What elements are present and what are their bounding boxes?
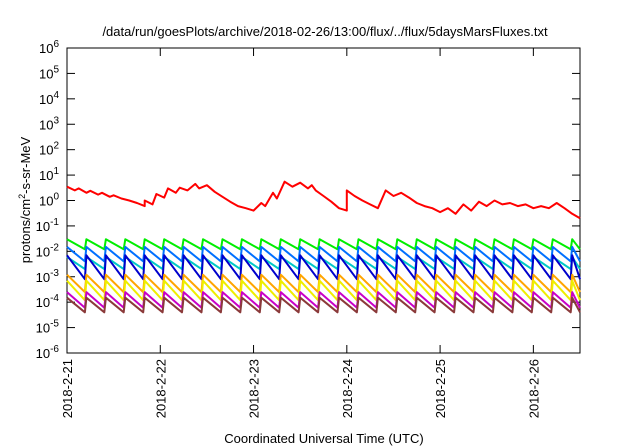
y-tick-label: 10-1 <box>36 217 60 234</box>
y-tick-label: 10-3 <box>36 268 60 285</box>
series-line-7 <box>66 279 581 302</box>
x-tick-label: 2018-2-24 <box>340 359 355 418</box>
series-line-2 <box>66 238 581 251</box>
y-tick-label: 102 <box>39 141 59 158</box>
x-axis: 2018-2-21 2018-2-22 2018-2-23 2018-2-24 2018… <box>60 48 541 418</box>
y-tick-label: 106 <box>39 39 59 56</box>
x-tick-label: 2018-2-22 <box>153 359 168 418</box>
series-line-1 <box>66 180 581 220</box>
x-tick-label: 2018-2-21 <box>60 359 75 418</box>
series-line-3 <box>66 245 581 263</box>
series-layer <box>66 180 581 314</box>
y-tick-label: 103 <box>39 115 59 132</box>
series-line-6 <box>66 273 581 294</box>
x-axis-label: Coordinated Universal Time (UTC) <box>224 431 423 446</box>
y-axis: 10-6 10-5 10-4 10-3 10-2 10-1 100 101 102 103 104 1… <box>36 39 580 361</box>
series-line-5 <box>66 254 581 281</box>
series-line-9 <box>66 296 581 314</box>
y-tick-label: 10-4 <box>36 293 60 310</box>
chart-title: /data/run/goesPlots/archive/2018-02-26/1… <box>102 24 548 39</box>
y-tick-label: 10-6 <box>36 344 60 361</box>
y-tick-label: 104 <box>39 90 59 107</box>
x-tick-label: 2018-2-26 <box>526 359 541 418</box>
y-axis-label: protons/cm2-s-sr-MeV <box>17 136 33 263</box>
y-tick-label: 105 <box>39 64 59 81</box>
series-line-8 <box>66 291 581 309</box>
y-tick-label: 101 <box>39 166 59 183</box>
y-tick-label: 100 <box>39 192 59 209</box>
x-tick-label: 2018-2-25 <box>433 359 448 418</box>
x-tick-label: 2018-2-23 <box>247 359 262 418</box>
y-tick-label: 10-5 <box>36 319 60 336</box>
y-tick-label: 10-2 <box>36 242 60 259</box>
